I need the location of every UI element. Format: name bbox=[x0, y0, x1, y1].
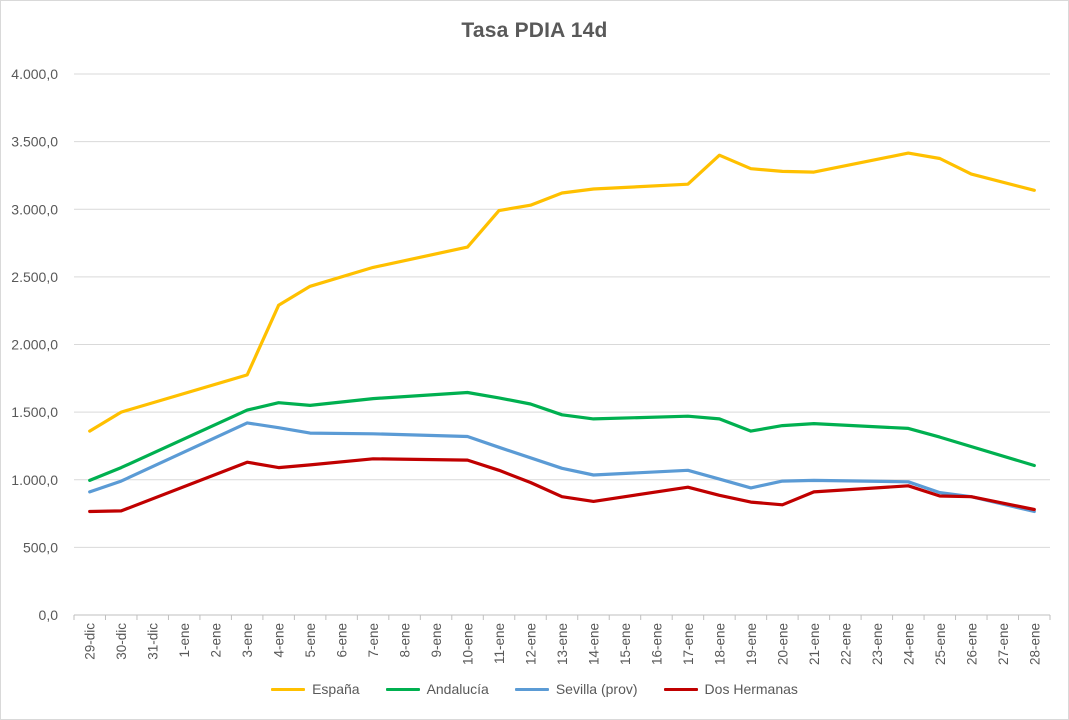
x-tick-label: 3-ene bbox=[240, 623, 255, 658]
x-tick-label: 14-ene bbox=[586, 623, 601, 665]
y-tick-label: 2.500,0 bbox=[11, 269, 58, 285]
y-tick-label: 2.000,0 bbox=[11, 337, 58, 353]
x-tick-label: 20-ene bbox=[775, 623, 790, 665]
legend-label: Andalucía bbox=[426, 681, 489, 697]
x-tick-label: 18-ene bbox=[712, 623, 727, 665]
x-tick-label: 1-ene bbox=[177, 623, 192, 658]
legend-swatch bbox=[514, 687, 549, 691]
legend-label: Sevilla (prov) bbox=[555, 681, 638, 697]
x-tick-label: 8-ene bbox=[398, 623, 413, 658]
legend-swatch bbox=[271, 687, 306, 691]
chart-title: Tasa PDIA 14d bbox=[461, 19, 608, 42]
y-tick-label: 1.000,0 bbox=[11, 472, 58, 488]
x-tick-label: 21-ene bbox=[807, 623, 822, 665]
legend-item: Andalucía bbox=[385, 681, 489, 697]
x-tick-label: 2-ene bbox=[209, 623, 224, 658]
x-tick-label: 22-ene bbox=[838, 623, 853, 665]
legend-swatch bbox=[663, 687, 698, 691]
x-tick-label: 9-ene bbox=[429, 623, 444, 658]
x-tick-label: 24-ene bbox=[901, 623, 916, 665]
x-tick-label: 16-ene bbox=[649, 623, 664, 665]
series-lines bbox=[88, 151, 1036, 514]
series-line-1 bbox=[88, 390, 1036, 482]
x-tick-label: 27-ene bbox=[996, 623, 1011, 665]
y-tick-label: 3.500,0 bbox=[11, 134, 58, 150]
series-line-3 bbox=[88, 457, 1036, 514]
x-tick-label: 23-ene bbox=[870, 623, 885, 665]
legend-item: Sevilla (prov) bbox=[514, 681, 638, 697]
x-tick-label: 25-ene bbox=[933, 623, 948, 665]
x-tick-label: 5-ene bbox=[303, 623, 318, 658]
x-tick-label: 7-ene bbox=[366, 623, 381, 658]
legend-item: España bbox=[271, 681, 360, 697]
y-tick-label: 0,0 bbox=[39, 607, 59, 623]
x-tick-label: 6-ene bbox=[335, 623, 350, 658]
series-line-2 bbox=[88, 421, 1036, 514]
y-tick-label: 1.500,0 bbox=[11, 404, 58, 420]
y-tick-label: 500,0 bbox=[23, 539, 58, 555]
series-line-0 bbox=[88, 151, 1036, 433]
y-tick-label: 4.000,0 bbox=[11, 66, 58, 82]
x-tick-label: 19-ene bbox=[744, 623, 759, 665]
x-tick-label: 28-ene bbox=[1027, 623, 1042, 665]
legend: España Andalucía Sevilla (prov) Dos Hermana… bbox=[1, 681, 1068, 697]
legend-item: Dos Hermanas bbox=[663, 681, 798, 697]
y-tick-label: 3.000,0 bbox=[11, 201, 58, 217]
x-tick-label: 4-ene bbox=[272, 623, 287, 658]
x-tick-label: 29-dic bbox=[83, 623, 98, 660]
x-tick-label: 12-ene bbox=[524, 623, 539, 665]
legend-swatch bbox=[385, 687, 420, 691]
x-tick-label: 26-ene bbox=[964, 623, 979, 665]
x-tick-label: 31-dic bbox=[146, 623, 161, 660]
x-tick-label: 11-ene bbox=[492, 623, 507, 664]
legend-label: Dos Hermanas bbox=[704, 681, 798, 697]
x-axis: 29-dic 30-dic 31-dic 1-ene 2-ene 3-ene 4-ene 5-… bbox=[73, 614, 1051, 665]
y-axis-ticks: 0,0 500,0 1.000,0 1.500,0 2.000,0 2.500,0 3.00… bbox=[11, 66, 58, 623]
x-tick-label: 10-ene bbox=[461, 623, 476, 665]
x-tick-label: 13-ene bbox=[555, 623, 570, 665]
x-tick-label: 15-ene bbox=[618, 623, 633, 665]
gridlines bbox=[74, 73, 1050, 548]
x-tick-label: 17-ene bbox=[681, 623, 696, 665]
legend-label: España bbox=[312, 681, 360, 697]
x-tick-label: 30-dic bbox=[114, 623, 129, 660]
